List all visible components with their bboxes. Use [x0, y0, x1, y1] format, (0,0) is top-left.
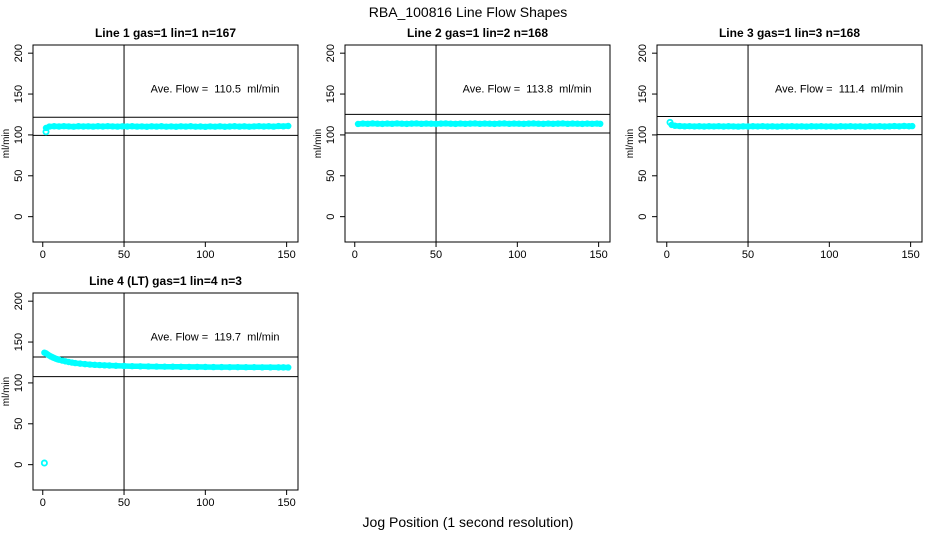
x-tick-label: 100	[508, 249, 526, 261]
outlier-point	[666, 118, 674, 126]
panel-line-2: Line 2 gas=1 lin=2 n=168 0 50 100 150 0 50 100…	[312, 18, 624, 266]
data-point	[267, 364, 274, 371]
annotation-ave-flow: Ave. Flow = 119.7 ml/min	[151, 331, 280, 343]
x-tick-label: 50	[118, 249, 130, 261]
x-tick-label: 100	[196, 497, 214, 509]
y-tick-label: 0	[13, 214, 25, 220]
data-point	[145, 363, 152, 370]
data-point	[194, 363, 201, 371]
y-tick-label: 100	[325, 126, 337, 144]
y-tick-label: 50	[325, 170, 337, 182]
data-point	[226, 363, 233, 371]
x-tick-label: 0	[664, 249, 670, 261]
y-tick-label: 200	[637, 44, 649, 62]
x-tick-label: 50	[118, 497, 130, 509]
data-point	[234, 363, 242, 371]
y-tick-label: 200	[325, 44, 337, 62]
y-axis-title: ml/min	[313, 129, 324, 158]
x-tick-label: 0	[40, 497, 46, 509]
data-point	[177, 363, 185, 371]
annotation-ave-flow: Ave. Flow = 111.4 ml/min	[775, 83, 903, 95]
data-point	[259, 364, 266, 371]
plot-area-line-3: 0 50 100 150 0 50 100 150 200 ml/min Ave. Flow = 1…	[625, 44, 923, 261]
x-tick-label: 100	[820, 249, 838, 261]
panel-title-line-3: Line 3 gas=1 lin=3 n=168	[718, 26, 861, 40]
panel-title-line-1: Line 1 gas=1 lin=1 n=167	[94, 26, 237, 40]
data-point	[62, 358, 69, 365]
data-point	[169, 363, 177, 370]
data-point	[55, 356, 63, 363]
y-tick-label: 150	[13, 85, 25, 103]
data-point	[202, 363, 209, 371]
x-tick-label: 50	[430, 249, 442, 261]
panel-title-line-4: Line 4 (LT) gas=1 lin=4 n=3	[89, 274, 242, 288]
x-tick-label: 50	[742, 249, 754, 261]
x-tick-label: 150	[589, 249, 607, 261]
y-tick-label: 150	[13, 333, 25, 351]
y-tick-label: 50	[13, 418, 25, 430]
data-point	[597, 120, 604, 128]
data-point	[65, 358, 72, 366]
y-tick-label: 0	[13, 462, 25, 468]
y-tick-label: 0	[325, 214, 337, 220]
data-point	[153, 363, 160, 370]
x-tick-label: 150	[901, 249, 919, 261]
data-point	[242, 364, 250, 371]
panel-line-3: Line 3 gas=1 lin=3 n=168 0 50 100 150 0 50 100…	[624, 18, 936, 266]
outlier-point	[40, 459, 48, 467]
panel-title-line-2: Line 2 gas=1 lin=2 n=168	[406, 26, 549, 40]
y-tick-label: 150	[637, 85, 649, 103]
data-point	[250, 364, 258, 371]
x-axis-label: Jog Position (1 second resolution)	[362, 514, 574, 530]
y-axis-title: ml/min	[625, 129, 636, 158]
y-tick-label: 50	[637, 170, 649, 182]
y-tick-label: 150	[325, 85, 337, 103]
data-point	[285, 364, 292, 371]
data-point	[42, 124, 50, 132]
outlier-point	[42, 128, 50, 136]
y-axis-title: ml/min	[1, 129, 12, 158]
data-point	[185, 363, 193, 371]
plot-box	[344, 44, 611, 243]
data-point	[285, 122, 292, 130]
x-tick-label: 150	[277, 497, 295, 509]
figure-title: RBA_100816 Line Flow Shapes	[368, 4, 568, 20]
data-point	[59, 357, 66, 364]
annotation-ave-flow: Ave. Flow = 113.8 ml/min	[463, 83, 592, 95]
y-tick-label: 100	[13, 374, 25, 392]
y-tick-label: 100	[13, 126, 25, 144]
panel-line-1: Line 1 gas=1 lin=1 n=167 0 50 100 150 0 50 100…	[0, 18, 312, 266]
y-tick-label: 200	[13, 292, 25, 310]
x-tick-label: 0	[352, 249, 358, 261]
data-point	[106, 362, 113, 369]
plot-area-line-2: 0 50 100 150 0 50 100 150 200 ml/min Ave. Flow = 1…	[313, 44, 611, 261]
data-point	[137, 363, 144, 370]
plot-box	[656, 44, 923, 243]
data-point	[909, 122, 916, 130]
data-point	[128, 362, 136, 370]
x-tick-label: 0	[40, 249, 46, 261]
data-point	[112, 362, 120, 369]
plot-box	[32, 292, 299, 491]
x-tick-label: 100	[196, 249, 214, 261]
plot-area-line-1: 0 50 100 150 0 50 100 150 200 ml/min Ave. Flow = 1…	[1, 44, 299, 261]
y-tick-label: 0	[637, 214, 649, 220]
data-point	[905, 123, 913, 130]
data-point	[593, 120, 601, 127]
data-point	[210, 363, 217, 371]
y-axis-title: ml/min	[1, 377, 12, 406]
plot-box	[32, 44, 299, 243]
annotation-ave-flow: Ave. Flow = 110.5 ml/min	[151, 83, 280, 95]
data-point	[218, 363, 225, 371]
y-tick-label: 100	[637, 126, 649, 144]
data-point	[68, 359, 76, 366]
data-point	[120, 362, 128, 370]
x-tick-label: 150	[277, 249, 295, 261]
y-tick-label: 200	[13, 44, 25, 62]
panel-line-4: Line 4 (LT) gas=1 lin=4 n=3 0 50 100 150 0 50…	[0, 266, 312, 514]
y-tick-label: 50	[13, 170, 25, 182]
plot-area-line-4: 0 50 100 150 0 50 100 150 200 ml/min Ave. Flow = 1…	[1, 292, 299, 509]
data-point	[161, 363, 168, 370]
